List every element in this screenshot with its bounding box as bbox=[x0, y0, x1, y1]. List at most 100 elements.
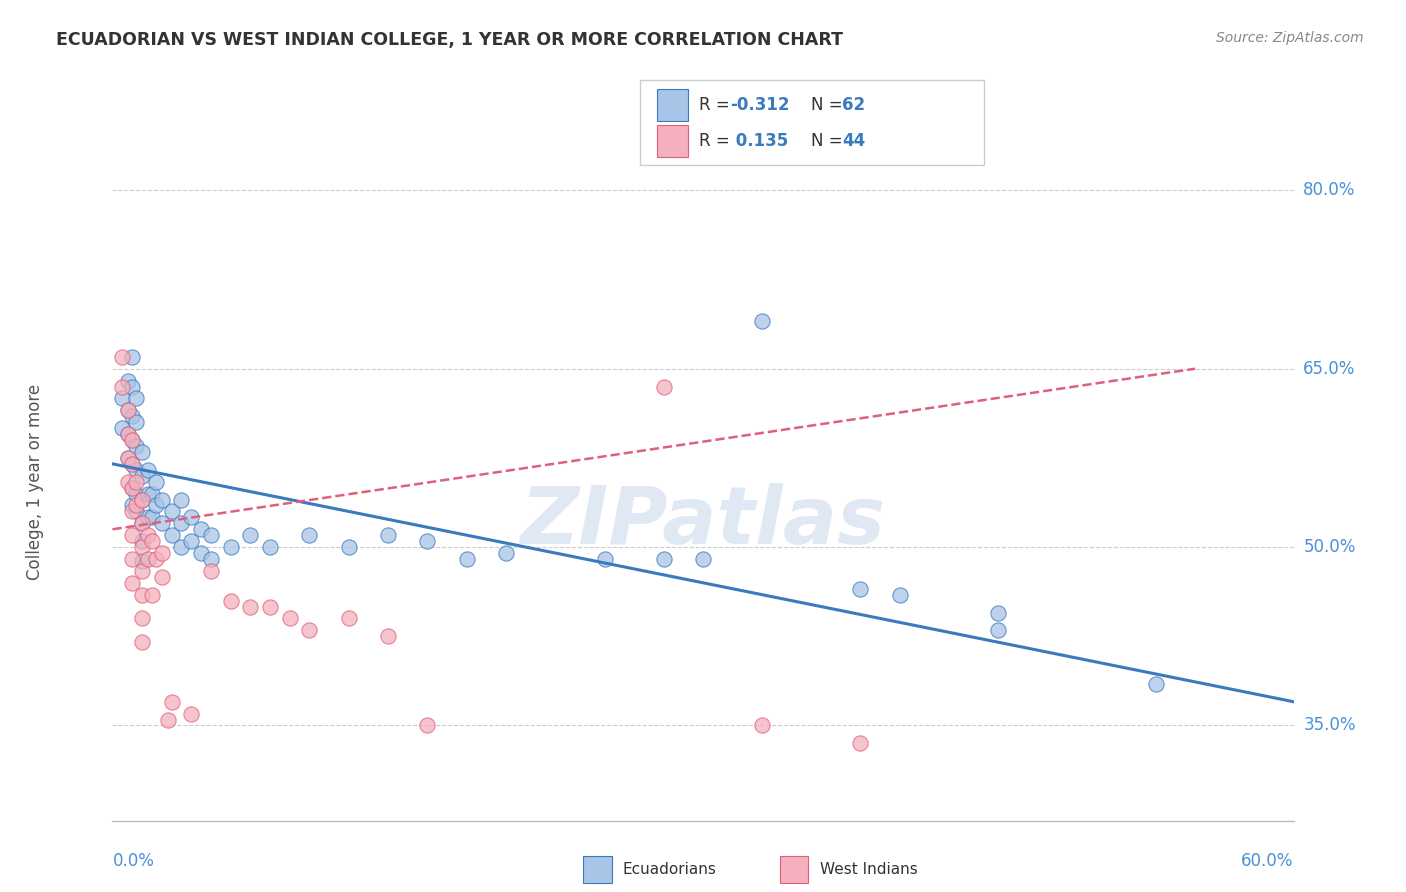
Point bbox=[593, 552, 616, 566]
Point bbox=[117, 403, 139, 417]
Point bbox=[121, 457, 143, 471]
Point bbox=[125, 486, 148, 500]
Text: 80.0%: 80.0% bbox=[1303, 181, 1355, 199]
Point bbox=[125, 499, 148, 513]
Point bbox=[121, 481, 143, 495]
Point bbox=[377, 629, 399, 643]
Text: 62: 62 bbox=[842, 96, 865, 114]
Point bbox=[160, 504, 183, 518]
Point bbox=[278, 611, 301, 625]
Point bbox=[987, 624, 1010, 638]
Point bbox=[131, 492, 153, 507]
Point bbox=[200, 552, 222, 566]
Text: N =: N = bbox=[811, 96, 848, 114]
Point bbox=[117, 374, 139, 388]
Point bbox=[121, 575, 143, 590]
Point bbox=[190, 522, 212, 536]
Text: ZIPatlas: ZIPatlas bbox=[520, 483, 886, 561]
Point bbox=[160, 528, 183, 542]
Text: -0.312: -0.312 bbox=[730, 96, 789, 114]
Point bbox=[131, 540, 153, 554]
Point bbox=[377, 528, 399, 542]
Text: West Indians: West Indians bbox=[820, 863, 918, 877]
Point bbox=[652, 552, 675, 566]
Point bbox=[131, 516, 153, 531]
Point bbox=[117, 450, 139, 465]
Point bbox=[145, 475, 167, 489]
Point bbox=[219, 593, 242, 607]
Point bbox=[117, 450, 139, 465]
Point bbox=[125, 415, 148, 429]
Point bbox=[125, 463, 148, 477]
Point bbox=[849, 582, 872, 596]
Point bbox=[111, 350, 134, 364]
Text: R =: R = bbox=[699, 96, 735, 114]
Point bbox=[111, 421, 134, 435]
Point bbox=[889, 588, 911, 602]
Point bbox=[125, 504, 148, 518]
Point bbox=[131, 534, 153, 549]
Point bbox=[692, 552, 714, 566]
Text: Source: ZipAtlas.com: Source: ZipAtlas.com bbox=[1216, 31, 1364, 45]
Text: 60.0%: 60.0% bbox=[1241, 852, 1294, 870]
Point bbox=[219, 540, 242, 554]
Point bbox=[170, 540, 193, 554]
Text: 50.0%: 50.0% bbox=[1303, 538, 1355, 556]
Text: 0.0%: 0.0% bbox=[112, 852, 155, 870]
Point bbox=[150, 570, 173, 584]
Point bbox=[170, 492, 193, 507]
Point bbox=[125, 475, 148, 489]
Point bbox=[160, 695, 183, 709]
Point bbox=[259, 540, 281, 554]
Point bbox=[141, 588, 163, 602]
Point bbox=[121, 457, 143, 471]
Point bbox=[121, 528, 143, 542]
Point bbox=[150, 492, 173, 507]
Point bbox=[121, 499, 143, 513]
Point bbox=[131, 492, 153, 507]
Point bbox=[121, 433, 143, 447]
Point bbox=[145, 499, 167, 513]
Point bbox=[1144, 677, 1167, 691]
Point bbox=[239, 528, 262, 542]
Point bbox=[136, 510, 159, 524]
Point bbox=[652, 379, 675, 393]
Point bbox=[141, 486, 163, 500]
Point bbox=[117, 427, 139, 442]
Point bbox=[170, 516, 193, 531]
Point bbox=[298, 624, 321, 638]
Point bbox=[456, 552, 478, 566]
Point bbox=[131, 516, 153, 531]
Point bbox=[145, 552, 167, 566]
Point bbox=[117, 403, 139, 417]
Point bbox=[121, 481, 143, 495]
Point bbox=[131, 554, 153, 568]
Point bbox=[117, 475, 139, 489]
Point bbox=[125, 439, 148, 453]
Point bbox=[121, 433, 143, 447]
Point bbox=[121, 350, 143, 364]
Text: 65.0%: 65.0% bbox=[1303, 359, 1355, 377]
Point bbox=[150, 516, 173, 531]
Point bbox=[141, 534, 163, 549]
Point bbox=[751, 314, 773, 328]
Point bbox=[150, 546, 173, 560]
Text: ECUADORIAN VS WEST INDIAN COLLEGE, 1 YEAR OR MORE CORRELATION CHART: ECUADORIAN VS WEST INDIAN COLLEGE, 1 YEA… bbox=[56, 31, 844, 49]
Text: 44: 44 bbox=[842, 132, 866, 150]
Point bbox=[337, 611, 360, 625]
Point bbox=[495, 546, 517, 560]
Text: 0.135: 0.135 bbox=[730, 132, 787, 150]
Point bbox=[131, 468, 153, 483]
Point bbox=[136, 552, 159, 566]
Point bbox=[131, 611, 153, 625]
Point bbox=[239, 599, 262, 614]
Point bbox=[131, 445, 153, 459]
Point bbox=[416, 718, 439, 732]
Point bbox=[131, 564, 153, 578]
Point bbox=[200, 528, 222, 542]
Text: N =: N = bbox=[811, 132, 848, 150]
Point bbox=[121, 552, 143, 566]
Point bbox=[111, 392, 134, 406]
Point bbox=[136, 463, 159, 477]
Text: Ecuadorians: Ecuadorians bbox=[623, 863, 717, 877]
